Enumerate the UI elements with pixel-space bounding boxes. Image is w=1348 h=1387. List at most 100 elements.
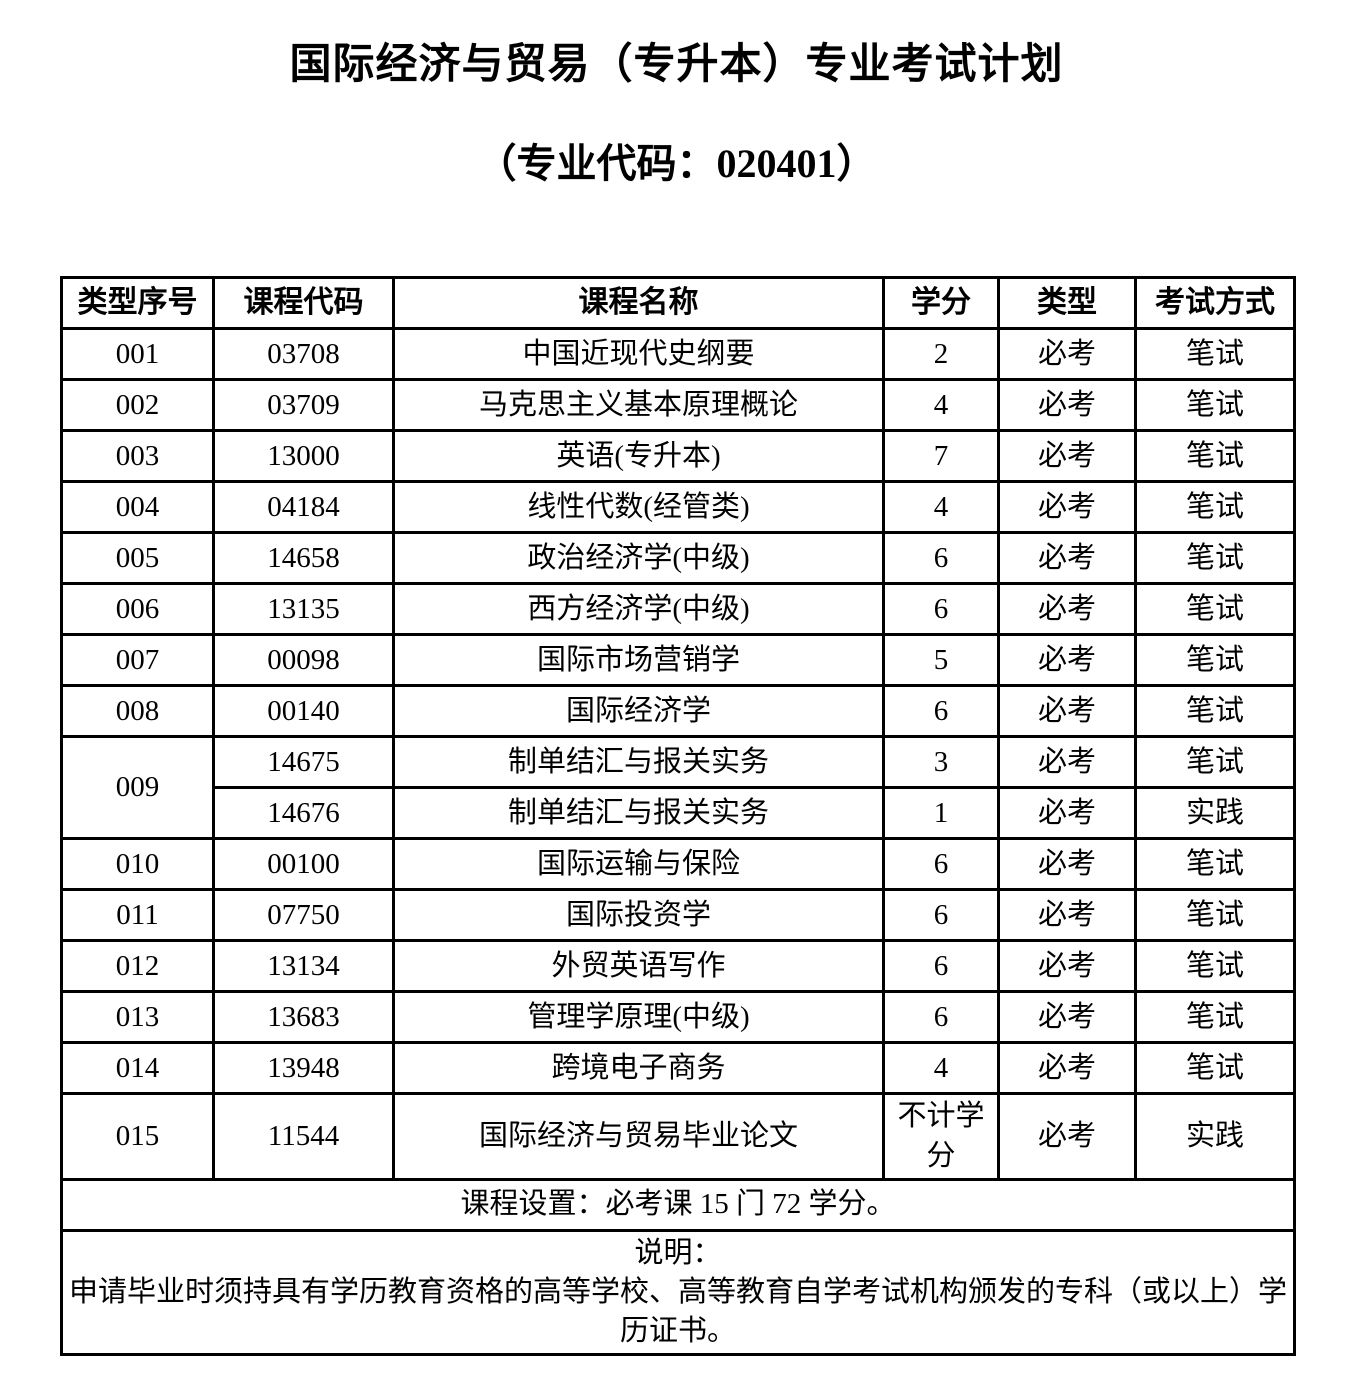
table-row: 006 13135 西方经济学(中级) 6 必考 笔试 bbox=[60, 582, 1296, 637]
cell-name: 西方经济学(中级) bbox=[392, 582, 885, 637]
cell-credits: 1 bbox=[882, 786, 1000, 841]
cell-name: 政治经济学(中级) bbox=[392, 531, 885, 586]
cell-name: 外贸英语写作 bbox=[392, 939, 885, 994]
cell-method: 笔试 bbox=[1134, 582, 1296, 637]
cell-code: 13948 bbox=[212, 1041, 395, 1096]
cell-name: 国际经济与贸易毕业论文 bbox=[392, 1092, 885, 1181]
cell-code: 13683 bbox=[212, 990, 395, 1045]
cell-method: 笔试 bbox=[1134, 531, 1296, 586]
page-title: 国际经济与贸易（专升本）专业考试计划 bbox=[289, 42, 1064, 88]
cell-type: 必考 bbox=[997, 1041, 1137, 1096]
cell-credits: 6 bbox=[882, 582, 1000, 637]
table-row: 002 03709 马克思主义基本原理概论 4 必考 笔试 bbox=[60, 378, 1296, 433]
cell-method: 笔试 bbox=[1134, 633, 1296, 688]
table-row: 005 14658 政治经济学(中级) 6 必考 笔试 bbox=[60, 531, 1296, 586]
table-row: 007 00098 国际市场营销学 5 必考 笔试 bbox=[60, 633, 1296, 688]
cell-seq: 005 bbox=[60, 531, 215, 586]
cell-method: 实践 bbox=[1134, 786, 1296, 841]
table-row: 004 04184 线性代数(经管类) 4 必考 笔试 bbox=[60, 480, 1296, 535]
cell-seq: 012 bbox=[60, 939, 215, 994]
cell-seq: 001 bbox=[60, 327, 215, 382]
table-header: 类型序号 课程代码 课程名称 学分 类型 考试方式 bbox=[60, 276, 1296, 331]
cell-credits: 3 bbox=[882, 735, 1000, 790]
course-table-body: 001 03708 中国近现代史纲要 2 必考 笔试 002 03709 马克思主义基本原理概论… bbox=[60, 327, 1296, 1181]
cell-method: 笔试 bbox=[1134, 1041, 1296, 1096]
table-row: 015 11544 国际经济与贸易毕业论文 不计学分 必考 实践 bbox=[60, 1092, 1296, 1181]
cell-type: 必考 bbox=[997, 888, 1137, 943]
course-plan-table: 类型序号 课程代码 课程名称 学分 类型 考试方式 001 03708 中国近现代史… bbox=[60, 276, 1296, 1357]
cell-credits: 4 bbox=[882, 378, 1000, 433]
cell-code: 13134 bbox=[212, 939, 395, 994]
cell-code: 03708 bbox=[212, 327, 395, 382]
cell-type: 必考 bbox=[997, 531, 1137, 586]
cell-seq: 009 bbox=[60, 735, 215, 841]
cell-seq: 002 bbox=[60, 378, 215, 433]
cell-method: 笔试 bbox=[1134, 888, 1296, 943]
cell-seq: 006 bbox=[60, 582, 215, 637]
cell-seq: 008 bbox=[60, 684, 215, 739]
cell-code: 03709 bbox=[212, 378, 395, 433]
notes-cell: 说明： 申请毕业时须持具有学历教育资格的高等学校、高等教育自学考试机构颁发的专科… bbox=[60, 1228, 1296, 1357]
cell-credits: 4 bbox=[882, 480, 1000, 535]
cell-type: 必考 bbox=[997, 939, 1137, 994]
cell-method: 笔试 bbox=[1134, 735, 1296, 790]
cell-type: 必考 bbox=[997, 480, 1137, 535]
cell-type: 必考 bbox=[997, 684, 1137, 739]
cell-seq: 004 bbox=[60, 480, 215, 535]
cell-seq: 003 bbox=[60, 429, 215, 484]
table-row: 14676 制单结汇与报关实务 1 必考 实践 bbox=[62, 786, 1296, 841]
cell-code: 13000 bbox=[212, 429, 395, 484]
course-setup-row: 课程设置：必考课 15 门 72 学分。 bbox=[60, 1177, 1296, 1232]
cell-name: 线性代数(经管类) bbox=[392, 480, 885, 535]
cell-credits: 6 bbox=[882, 684, 1000, 739]
cell-code: 00098 bbox=[212, 633, 395, 688]
cell-method: 实践 bbox=[1134, 1092, 1296, 1181]
cell-credits: 6 bbox=[882, 939, 1000, 994]
cell-name: 国际市场营销学 bbox=[392, 633, 885, 688]
cell-code: 04184 bbox=[212, 480, 395, 535]
cell-code: 14676 bbox=[212, 786, 395, 841]
cell-type: 必考 bbox=[997, 735, 1137, 790]
cell-credits: 6 bbox=[882, 837, 1000, 892]
cell-type: 必考 bbox=[997, 378, 1137, 433]
table-row: 014 13948 跨境电子商务 4 必考 笔试 bbox=[60, 1041, 1296, 1096]
cell-name: 国际经济学 bbox=[392, 684, 885, 739]
cell-credits: 5 bbox=[882, 633, 1000, 688]
cell-name: 国际运输与保险 bbox=[392, 837, 885, 892]
cell-seq: 014 bbox=[60, 1041, 215, 1096]
cell-credits: 2 bbox=[882, 327, 1000, 382]
header-credits: 学分 bbox=[882, 276, 1000, 331]
cell-code: 13135 bbox=[212, 582, 395, 637]
cell-method: 笔试 bbox=[1134, 837, 1296, 892]
cell-type: 必考 bbox=[997, 582, 1137, 637]
cell-code: 00140 bbox=[212, 684, 395, 739]
cell-method: 笔试 bbox=[1134, 378, 1296, 433]
cell-method: 笔试 bbox=[1134, 939, 1296, 994]
cell-method: 笔试 bbox=[1134, 684, 1296, 739]
table-row: 011 07750 国际投资学 6 必考 笔试 bbox=[60, 888, 1296, 943]
header-row: 类型序号 课程代码 课程名称 学分 类型 考试方式 bbox=[60, 276, 1296, 331]
cell-name: 制单结汇与报关实务 bbox=[392, 735, 885, 790]
cell-seq: 015 bbox=[60, 1092, 215, 1181]
table-row: 012 13134 外贸英语写作 6 必考 笔试 bbox=[60, 939, 1296, 994]
cell-name: 国际投资学 bbox=[392, 888, 885, 943]
cell-code: 00100 bbox=[212, 837, 395, 892]
cell-seq: 007 bbox=[60, 633, 215, 688]
table-row: 013 13683 管理学原理(中级) 6 必考 笔试 bbox=[60, 990, 1296, 1045]
cell-credits: 6 bbox=[882, 888, 1000, 943]
cell-method: 笔试 bbox=[1134, 990, 1296, 1045]
cell-code: 07750 bbox=[212, 888, 395, 943]
cell-name: 中国近现代史纲要 bbox=[392, 327, 885, 382]
cell-code: 14675 bbox=[212, 735, 395, 790]
header-type: 类型 bbox=[997, 276, 1137, 331]
cell-credits: 6 bbox=[882, 990, 1000, 1045]
notes-row: 说明： 申请毕业时须持具有学历教育资格的高等学校、高等教育自学考试机构颁发的专科… bbox=[60, 1228, 1296, 1357]
cell-credits: 4 bbox=[882, 1041, 1000, 1096]
cell-name: 制单结汇与报关实务 bbox=[392, 786, 885, 841]
cell-type: 必考 bbox=[997, 786, 1137, 841]
cell-type: 必考 bbox=[997, 990, 1137, 1045]
table-row: 009 14675 制单结汇与报关实务 3 必考 笔试 bbox=[60, 735, 1296, 841]
cell-type: 必考 bbox=[997, 633, 1137, 688]
cell-method: 笔试 bbox=[1134, 429, 1296, 484]
header-name: 课程名称 bbox=[392, 276, 885, 331]
